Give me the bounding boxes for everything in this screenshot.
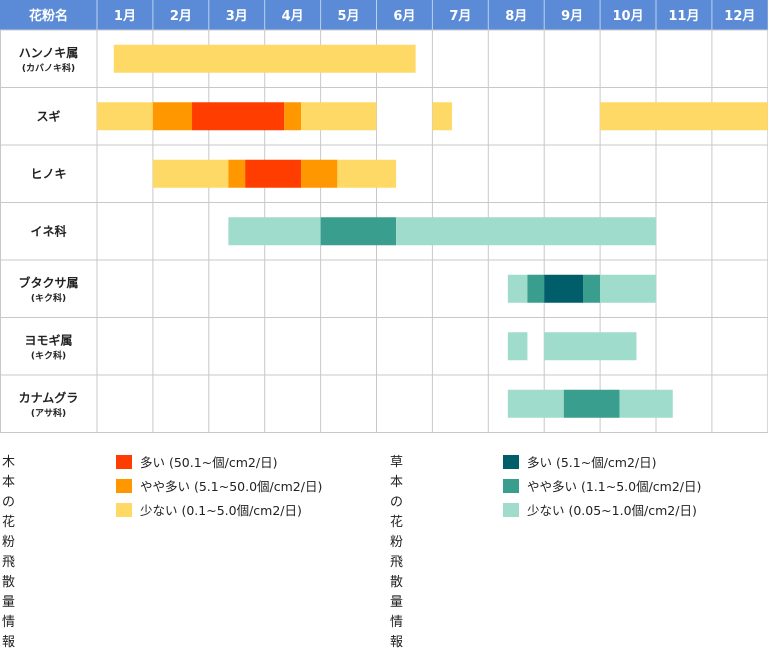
month-label: 4月 bbox=[282, 9, 304, 24]
header-bar bbox=[0, 0, 768, 30]
bar-segment bbox=[507, 274, 528, 303]
bar-segment bbox=[544, 332, 637, 361]
bar-segment bbox=[563, 389, 620, 418]
row-sublabel: (キク科) bbox=[31, 349, 66, 361]
bar-segment bbox=[583, 274, 601, 303]
grass-legend-title: 草本の花粉 飛散量情報 bbox=[390, 453, 403, 653]
row-label: ヨモギ属 bbox=[24, 332, 72, 347]
swatch-grass-few bbox=[503, 503, 519, 517]
bar-segment bbox=[527, 274, 545, 303]
bar-segment bbox=[228, 217, 321, 246]
bar-segment bbox=[507, 389, 564, 418]
month-label: 5月 bbox=[338, 9, 360, 24]
bar-segment bbox=[600, 274, 656, 303]
swatch-grass-some bbox=[503, 479, 519, 493]
row-label: イネ科 bbox=[30, 223, 66, 238]
legend-label: 多い (50.1~個/cm2/日) bbox=[140, 455, 278, 470]
legend-label: 多い (5.1~個/cm2/日) bbox=[527, 455, 657, 470]
row-label: カナムグラ bbox=[19, 390, 79, 405]
month-label: 3月 bbox=[226, 9, 248, 24]
bar-segment bbox=[544, 274, 584, 303]
month-label: 8月 bbox=[505, 9, 527, 24]
row-label: ブタクサ属 bbox=[18, 275, 78, 290]
grass-legend-item-few: 少ない (0.05~1.0個/cm2/日) bbox=[503, 501, 697, 521]
grass-legend-title-line2: 飛散量情報 bbox=[390, 555, 404, 650]
tree-legend-item-many: 多い (50.1~個/cm2/日) bbox=[116, 453, 277, 473]
tree-legend-item-few: 少ない (0.1~5.0個/cm2/日) bbox=[116, 501, 302, 521]
bar-segment bbox=[152, 159, 229, 188]
tree-legend-item-some: やや多い (5.1~50.0個/cm2/日) bbox=[116, 477, 322, 497]
bar-segment bbox=[600, 102, 768, 131]
legend-label: やや多い (1.1~5.0個/cm2/日) bbox=[527, 479, 702, 494]
month-label: 9月 bbox=[561, 9, 583, 24]
bar-segment bbox=[396, 217, 656, 246]
month-label: 10月 bbox=[613, 9, 644, 24]
grass-legend-item-many: 多い (5.1~個/cm2/日) bbox=[503, 453, 657, 473]
row-label: スギ bbox=[36, 108, 60, 123]
swatch-tree-some bbox=[116, 479, 132, 493]
month-label: 7月 bbox=[449, 9, 471, 24]
swatch-tree-many bbox=[116, 455, 132, 469]
bar-segment bbox=[284, 102, 302, 131]
legend-label: 少ない (0.05~1.0個/cm2/日) bbox=[527, 503, 697, 518]
header-label: 花粉名 bbox=[29, 8, 68, 24]
grass-legend-title-line1: 草本の花粉 bbox=[390, 455, 404, 550]
bar-segment bbox=[507, 332, 528, 361]
bar-segment bbox=[97, 102, 153, 131]
month-label: 11月 bbox=[668, 9, 699, 24]
row-label: ヒノキ bbox=[30, 167, 66, 181]
bar-segment bbox=[337, 159, 397, 188]
legend-label: やや多い (5.1~50.0個/cm2/日) bbox=[140, 479, 323, 494]
month-label: 1月 bbox=[114, 9, 136, 24]
bar-segment bbox=[152, 102, 193, 131]
bar-segment bbox=[301, 102, 377, 131]
tree-legend-title-line1: 木本の花粉 bbox=[2, 455, 16, 550]
month-label: 6月 bbox=[393, 9, 415, 24]
bar-segment bbox=[619, 389, 673, 418]
bar-segment bbox=[192, 102, 285, 131]
bar-segment bbox=[301, 159, 338, 188]
tree-legend-title: 木本の花粉 飛散量情報 bbox=[2, 453, 15, 653]
row-sublabel: (キク科) bbox=[31, 292, 66, 304]
bar-segment bbox=[113, 44, 416, 73]
swatch-tree-few bbox=[116, 503, 132, 517]
tree-legend-title-line2: 飛散量情報 bbox=[2, 555, 16, 650]
swatch-grass-many bbox=[503, 455, 519, 469]
row-sublabel: (アサ科) bbox=[31, 407, 66, 419]
month-label: 2月 bbox=[170, 9, 192, 24]
month-label: 12月 bbox=[724, 9, 755, 24]
bar-segment bbox=[245, 159, 302, 188]
bar-segment bbox=[320, 217, 397, 246]
bar-segment bbox=[228, 159, 246, 188]
bar-segment bbox=[432, 102, 452, 131]
row-sublabel: (カバノキ科) bbox=[22, 62, 75, 74]
legend-label: 少ない (0.1~5.0個/cm2/日) bbox=[140, 503, 302, 518]
row-label: ハンノキ属 bbox=[19, 46, 78, 60]
grass-legend-item-some: やや多い (1.1~5.0個/cm2/日) bbox=[503, 477, 701, 497]
